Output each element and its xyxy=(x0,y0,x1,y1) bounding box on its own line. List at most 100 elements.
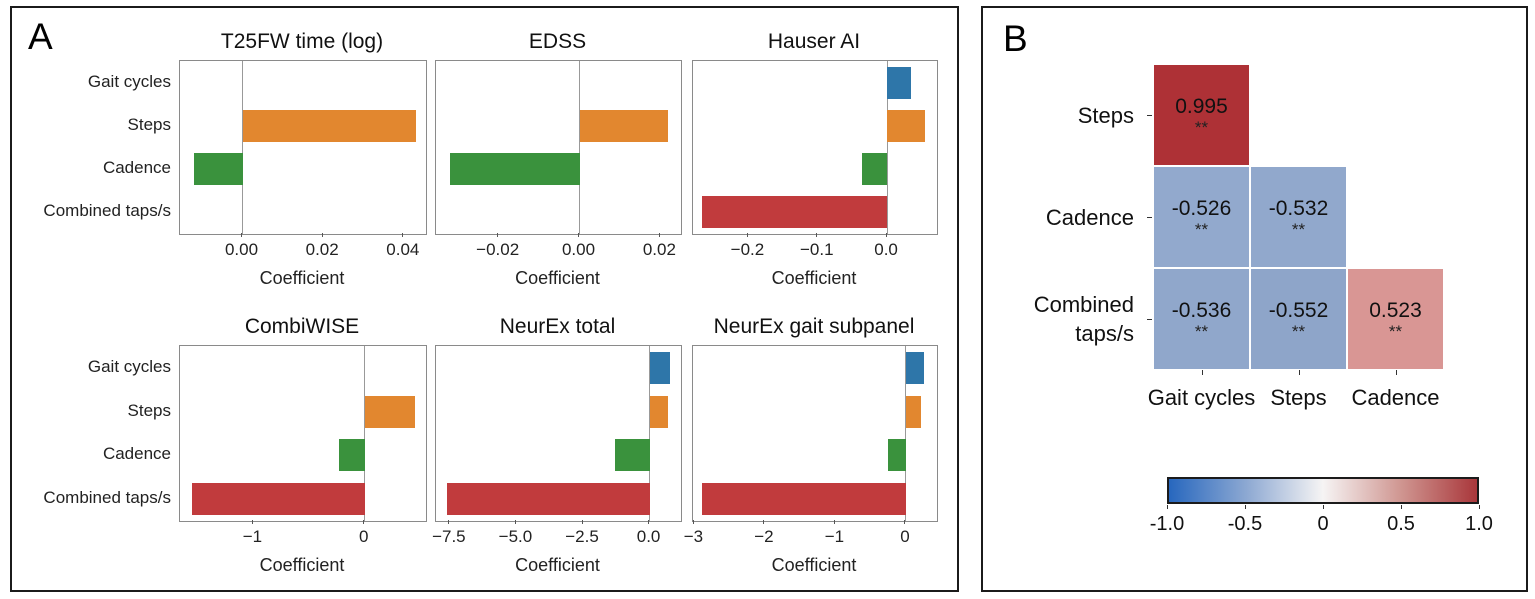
y-category-label-steps: Steps xyxy=(127,114,171,134)
x-axis-label: Coefficient xyxy=(259,555,345,575)
x-tick xyxy=(514,520,516,524)
x-tick xyxy=(241,233,242,237)
x-tick-label: −0.02 xyxy=(476,240,520,259)
x-tick-label: 0 xyxy=(358,527,369,546)
zero-line xyxy=(242,61,243,234)
cell-value: -0.552 xyxy=(1268,298,1329,322)
x-tick xyxy=(448,520,450,524)
subplot-title-edss: EDSS xyxy=(528,30,587,53)
heatmap-cell-2-2: 0.523 ** xyxy=(1347,268,1444,370)
y-category-label-gait-cycles: Gait cycles xyxy=(87,71,171,91)
plot-area-t25fw-time-log- xyxy=(179,60,427,235)
x-tick-label: 0.02 xyxy=(642,240,676,259)
column-label-cadence: Cadence xyxy=(1351,385,1440,410)
colorbar xyxy=(1167,477,1479,504)
bar-cadence xyxy=(887,439,906,472)
x-tick-label: 0.04 xyxy=(386,240,420,259)
x-tick-label: −2 xyxy=(754,527,774,546)
bar-cadence xyxy=(450,153,580,186)
x-axis-label: Coefficient xyxy=(515,268,600,288)
heatmap-cell-0-0: 0.995 ** xyxy=(1153,64,1250,166)
colorbar-tick xyxy=(1167,505,1168,509)
x-tick-label: −7.5 xyxy=(432,527,466,546)
subplot-title-neurex-total: NeurEx total xyxy=(499,315,616,338)
bar-gait-cycles xyxy=(887,66,912,99)
bar-combined-taps-s xyxy=(192,483,365,516)
x-tick-label: −0.2 xyxy=(730,240,765,259)
x-tick-label: 0.0 xyxy=(874,240,898,259)
x-tick-label: −1 xyxy=(242,527,263,546)
cell-significance: ** xyxy=(1291,219,1306,239)
bar-steps xyxy=(905,395,922,428)
zero-line xyxy=(579,61,581,234)
panel-b-letter: B xyxy=(1003,18,1028,59)
heatmap-cell-2-1: -0.552 ** xyxy=(1250,268,1347,370)
x-tick xyxy=(658,233,660,237)
cell-significance: ** xyxy=(1194,219,1209,239)
cell-value: -0.536 xyxy=(1171,298,1232,322)
cell-significance: ** xyxy=(1291,321,1306,341)
bar-steps xyxy=(579,109,669,142)
zero-line xyxy=(364,346,366,521)
bar-gait-cycles xyxy=(649,351,670,384)
x-axis-label: Coefficient xyxy=(259,268,345,288)
cell-value: 0.523 xyxy=(1369,298,1422,322)
plot-area-edss xyxy=(435,60,682,235)
y-category-label-gait-cycles: Gait cycles xyxy=(87,356,171,376)
plot-area-neurex-total xyxy=(435,345,682,522)
row-tick xyxy=(1147,319,1152,320)
x-tick-label: 0.0 xyxy=(636,527,661,546)
x-tick-label: −1 xyxy=(824,527,845,546)
bar-cadence xyxy=(194,153,243,186)
x-tick xyxy=(816,233,818,237)
x-tick xyxy=(251,520,253,524)
x-tick xyxy=(833,520,835,524)
row-tick xyxy=(1147,217,1152,218)
colorbar-tick xyxy=(1323,505,1324,509)
column-label-gait-cycles: Gait cycles xyxy=(1147,385,1256,410)
y-category-label-steps: Steps xyxy=(127,400,171,420)
x-tick xyxy=(763,520,765,524)
x-axis-label: Coefficient xyxy=(771,268,857,288)
panel-a: A T25FW time (log) 0.00 0.02 0.04 Coefficien… xyxy=(10,6,959,592)
subplot-title-hauser-ai: Hauser AI xyxy=(767,30,861,53)
colorbar-tick-label: 1.0 xyxy=(1465,513,1493,535)
bar-gait-cycles xyxy=(905,351,925,384)
column-tick xyxy=(1395,370,1397,375)
x-tick xyxy=(321,233,323,237)
x-axis-label: Coefficient xyxy=(771,555,857,575)
row-label-cadence: Cadence xyxy=(1045,204,1134,230)
subplot-title-neurex-gait-subpanel: NeurEx gait subpanel xyxy=(713,315,915,338)
bar-steps xyxy=(887,109,925,142)
cell-value: 0.995 xyxy=(1175,94,1228,118)
colorbar-tick xyxy=(1401,505,1402,509)
column-tick xyxy=(1298,370,1300,375)
cell-significance: ** xyxy=(1194,117,1209,137)
x-tick-label: −3 xyxy=(683,527,704,546)
colorbar-tick xyxy=(1479,505,1480,509)
x-tick-label: 0.00 xyxy=(561,240,596,259)
x-tick xyxy=(497,233,499,237)
x-tick-label: −5.0 xyxy=(498,527,533,546)
y-category-label-combined-taps-s: Combined taps/s xyxy=(43,201,171,221)
row-label-combined-taps-s: Combined taps/s xyxy=(1033,292,1134,346)
bar-combined-taps-s xyxy=(446,483,650,516)
bar-steps xyxy=(649,395,668,428)
x-tick-label: 0 xyxy=(900,527,910,546)
bar-combined-taps-s xyxy=(702,483,906,516)
y-category-label-cadence: Cadence xyxy=(102,444,171,464)
x-tick xyxy=(402,233,404,237)
x-tick-label: −2.5 xyxy=(565,527,599,546)
x-tick-label: 0.02 xyxy=(305,240,339,259)
x-axis-label: Coefficient xyxy=(515,555,600,575)
cell-significance: ** xyxy=(1194,321,1209,341)
heatmap-cell-2-0: -0.536 ** xyxy=(1153,268,1250,370)
x-tick xyxy=(363,520,365,524)
x-tick xyxy=(746,233,748,237)
x-tick xyxy=(581,520,583,524)
panel-a-letter: A xyxy=(28,16,53,57)
x-tick-label: 0.00 xyxy=(224,240,259,259)
cell-significance: ** xyxy=(1388,321,1403,341)
x-tick xyxy=(648,520,650,524)
colorbar-tick-label: -1.0 xyxy=(1149,513,1185,535)
